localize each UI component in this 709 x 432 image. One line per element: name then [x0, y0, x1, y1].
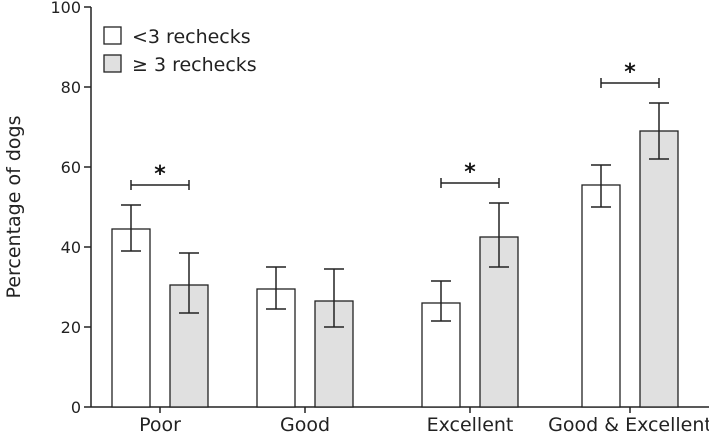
legend-swatch: [103, 26, 122, 45]
significance-marker: *: [624, 60, 636, 85]
legend-label: ≥ 3 rechecks: [132, 54, 257, 76]
x-tick-label: Excellent: [427, 414, 514, 432]
x-tick-label: Poor: [139, 414, 181, 432]
bar: [639, 130, 679, 408]
bars: [111, 102, 679, 408]
y-tick-label: 60: [61, 158, 81, 177]
x-tick-label: Good & Excellent: [548, 414, 709, 432]
legend-swatch: [103, 54, 122, 73]
labels: Percentage of dogs Poor Good Excellent Good …: [3, 60, 709, 432]
y-tick-label: 80: [61, 78, 81, 97]
y-tick-label: 100: [50, 0, 81, 17]
y-tick-label: 0: [71, 398, 81, 417]
x-tick-label: Good: [280, 414, 330, 432]
bar: [581, 184, 621, 408]
significance-marker: *: [154, 162, 166, 187]
legend: <3 rechecks ≥ 3 rechecks: [103, 26, 257, 76]
bar: [111, 228, 151, 408]
legend-label: <3 rechecks: [132, 26, 251, 48]
y-tick-label: 40: [61, 238, 81, 257]
significance-marker: *: [464, 160, 476, 185]
y-axis-title: Percentage of dogs: [3, 116, 25, 299]
y-tick-label: 20: [61, 318, 81, 337]
